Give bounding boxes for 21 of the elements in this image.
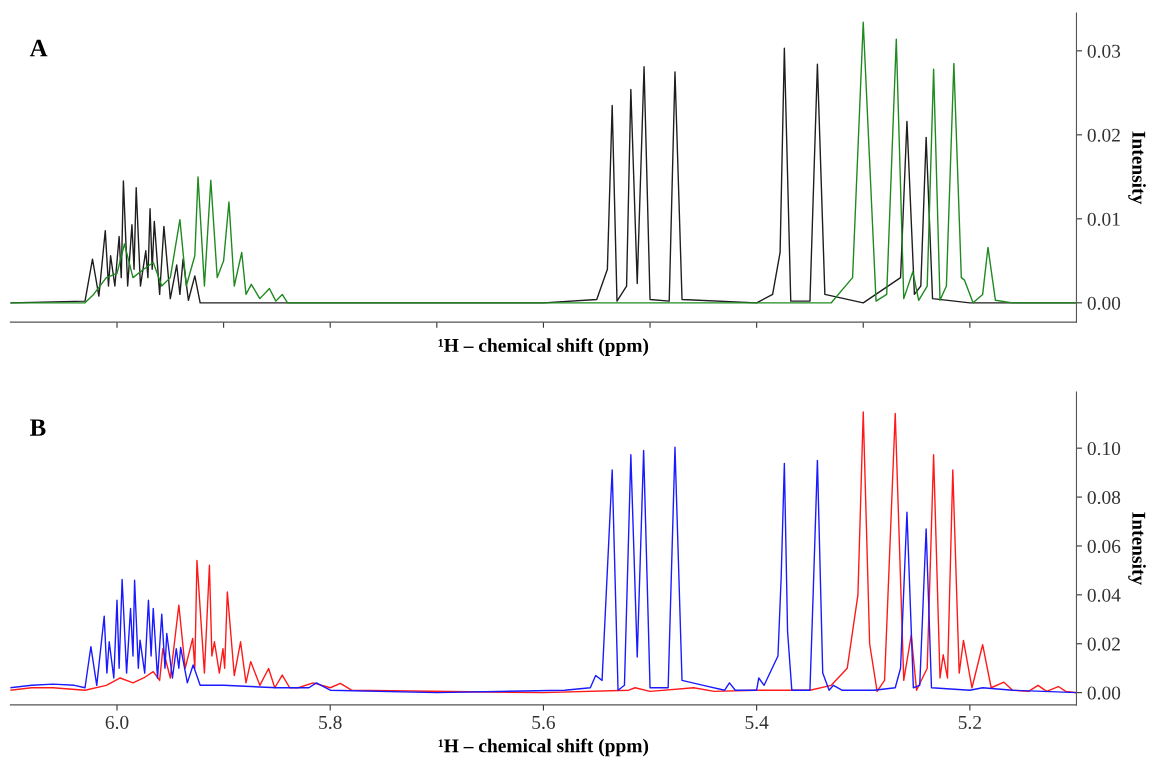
y-tick-label: 0.08 <box>1087 490 1121 505</box>
y-tick-label: 0.02 <box>1087 637 1120 651</box>
y-tick-label: 0.01 <box>1087 212 1120 226</box>
y-tick-label: 0.10 <box>1087 441 1121 456</box>
y-tick-label: 0.04 <box>1087 588 1121 602</box>
y-tick-label: 0.03 <box>1087 44 1121 58</box>
y-axis-title: Intensity <box>1128 512 1146 585</box>
y-tick-label: 0.00 <box>1087 686 1121 700</box>
annotation: A <box>29 39 48 57</box>
x-tick-label: 5.6 <box>532 715 555 730</box>
x-tick-label: 5.8 <box>319 715 342 730</box>
x-axis-title: ¹H – chemical shift (ppm) <box>438 738 649 757</box>
y-tick-label: 0.06 <box>1087 539 1121 553</box>
x-axis-title: ¹H – chemical shift (ppm) <box>438 338 649 356</box>
x-tick-label: 5.4 <box>745 715 769 730</box>
x-tick-label: 5.2 <box>958 715 981 730</box>
annotation: B <box>30 419 46 436</box>
y-tick-label: 0.00 <box>1087 296 1121 310</box>
x-tick-label: 6.0 <box>105 715 129 730</box>
y-tick-label: 0.02 <box>1087 128 1120 142</box>
y-axis-title: Intensity <box>1128 131 1146 205</box>
